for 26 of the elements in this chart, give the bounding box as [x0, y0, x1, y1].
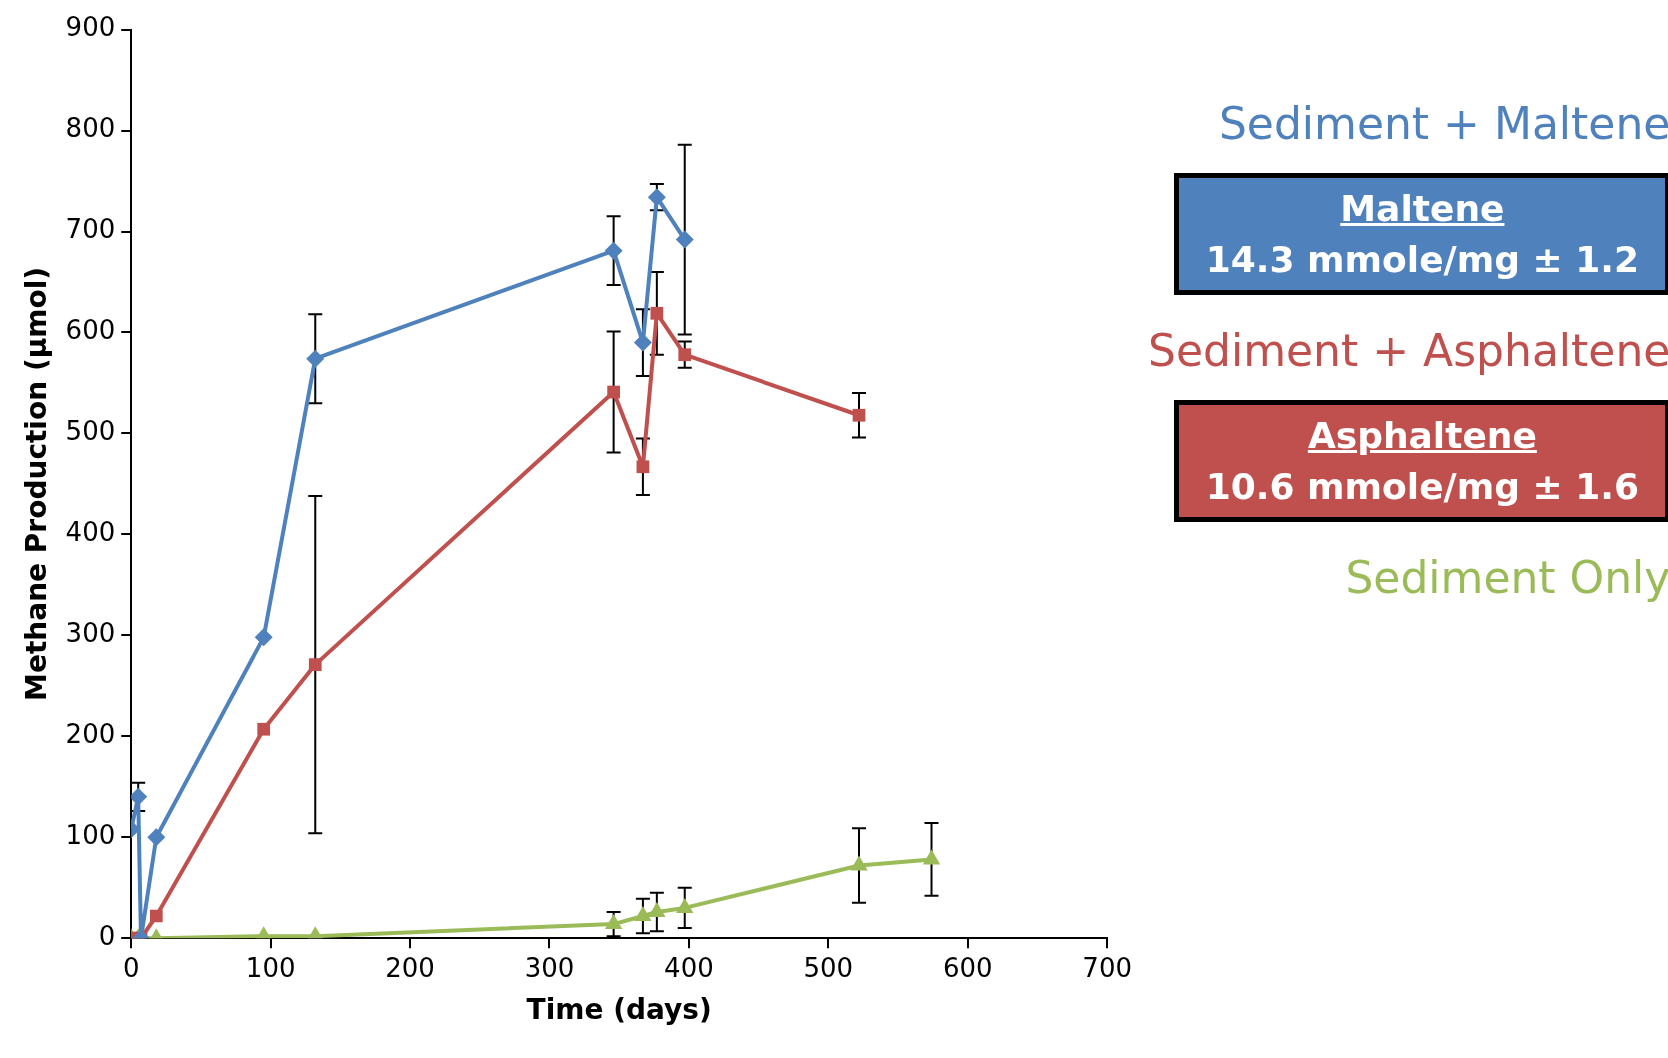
- y-tick-label: 200: [65, 719, 116, 750]
- y-tick-label: 500: [65, 416, 116, 447]
- text: 10.6 mmole/mg ± 1.6: [1204, 466, 1641, 507]
- text: 14.3 mmole/mg ± 1.2: [1204, 239, 1641, 280]
- y-tick-label: 300: [65, 618, 116, 649]
- x-tick-label: 700: [1082, 952, 1133, 983]
- x-tick-label: 100: [245, 952, 296, 983]
- x-axis-title: Time (days): [526, 993, 712, 1027]
- text: Asphaltene: [1306, 415, 1538, 456]
- x-tick-label: 0: [122, 952, 140, 983]
- y-tick-label: 400: [65, 517, 116, 548]
- y-tick-label: 0: [98, 920, 116, 951]
- x-tick-label: 600: [942, 952, 993, 983]
- x-tick-label: 400: [664, 952, 714, 983]
- y-tick-label: 800: [65, 113, 116, 144]
- x-tick-label: 200: [385, 952, 435, 983]
- text: Sediment + Asphaltene: [1148, 325, 1668, 376]
- y-tick-label: 600: [65, 315, 116, 346]
- y-tick-label: 100: [65, 819, 116, 850]
- y-tick-label: 900: [65, 12, 116, 43]
- y-tick-label: 700: [65, 214, 116, 245]
- x-tick-label: 300: [524, 952, 575, 983]
- y-axis-title: Methane Production (µmol): [20, 266, 54, 701]
- text: Maltene: [1339, 188, 1506, 229]
- x-tick-label: 500: [803, 952, 854, 983]
- text: Sediment + Maltene: [1218, 98, 1668, 149]
